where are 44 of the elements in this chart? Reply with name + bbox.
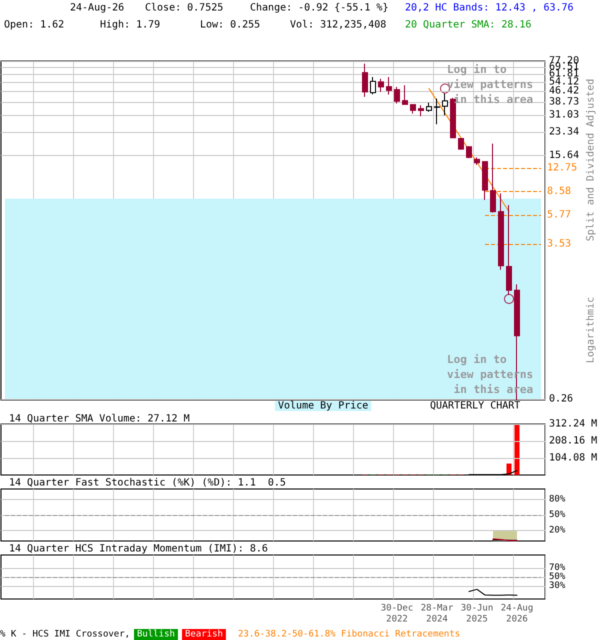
text: 20,2 HC Bands: 12.43 , 63.76 <box>405 2 574 14</box>
text: 24-Aug-26 <box>70 2 124 14</box>
y-tick-label: 15.64 <box>549 150 580 162</box>
text: 20 Quarter SMA: 28.16 <box>405 20 532 30</box>
y-tick-label: 50% <box>549 510 566 520</box>
y-tick-label: 50% <box>549 572 566 582</box>
annotation: QUARTERLY CHART <box>430 400 520 412</box>
x-tick-label: 28-Mar 2024 <box>420 604 454 624</box>
y-tick-label: 30% <box>549 580 566 591</box>
ref-line-label: 12.75 <box>547 162 578 174</box>
text: 23.6-38.2-50-61.8% Fibonacci Retracements <box>238 630 460 640</box>
x-tick-label: 24-Aug 2026 <box>500 604 534 624</box>
ref-line-label: 5.77 <box>547 209 572 220</box>
y-tick-label: 80% <box>549 494 566 504</box>
chart-title: 14 Quarter Fast Stochastic (%K) (%D): 1.1 0.5 <box>9 478 286 488</box>
text: Logarithmic <box>586 296 596 364</box>
chart-title: 14 Quarter SMA Volume: 27.12 M <box>9 414 190 424</box>
band-label: Volume By Price <box>278 400 368 412</box>
text: High: 1.79 <box>100 20 160 30</box>
annotation: Log in to view patterns in this area <box>447 63 534 106</box>
y-tick-label: 23.34 <box>549 126 580 138</box>
ref-line-label: 8.58 <box>547 186 572 197</box>
y-axis-title: Split and Dividend Adjusted <box>586 78 596 242</box>
y-tick-label: 31.03 <box>549 110 580 121</box>
text: Vol: 312,235,408 <box>290 20 386 30</box>
text: Bullish <box>137 630 175 640</box>
text: Bearish <box>185 630 223 640</box>
text: Close: 0.7525 <box>145 2 224 14</box>
text: Change: -0.92 {-55.1 %} <box>250 2 388 14</box>
text: % K - HCS IMI Crossover, <box>0 630 130 640</box>
text: Low: 0.255 <box>200 20 260 30</box>
y-tick-label: 20% <box>549 526 566 536</box>
ref-line-label: 3.53 <box>547 238 572 250</box>
y-tick-label: 38.73 <box>549 96 580 108</box>
y-tick-label: 208.16 M <box>549 436 598 446</box>
y-tick-label: 0.26 <box>549 393 574 404</box>
y-tick-label: 46.42 <box>549 86 580 97</box>
y-tick-label: 70% <box>549 563 566 574</box>
y-tick-label: 312.24 M <box>549 418 598 430</box>
x-tick-label: 30-Dec 2022 <box>380 604 414 624</box>
x-tick-label: 30-Jun 2025 <box>460 604 494 624</box>
chart-title: 14 Quarter HCS Intraday Momentum (IMI): 8.6 <box>9 544 268 554</box>
y-tick-label: 104.08 M <box>549 452 598 464</box>
text: Open: 1.62 <box>4 20 64 30</box>
